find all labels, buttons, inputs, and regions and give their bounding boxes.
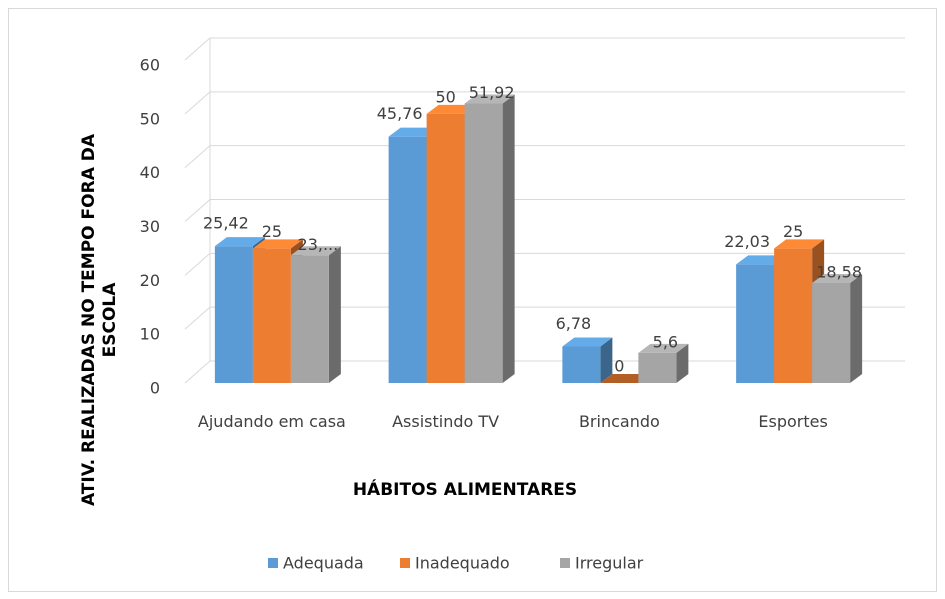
data-label: 18,58	[816, 262, 862, 281]
x-axis-title: HÁBITOS ALIMENTARES	[352, 480, 578, 500]
legend-swatch	[560, 558, 570, 568]
data-label: 0	[614, 357, 624, 376]
data-label: 25	[262, 222, 282, 241]
y-tick-label: 30	[140, 217, 160, 236]
y-tick-label: 50	[140, 109, 160, 128]
bar	[252, 248, 291, 383]
x-tick-label: Assistindo TV	[392, 412, 500, 431]
y-axis-title: ATIV. REALIZADAS NO TEMPO FORA DA ESCOLA	[79, 133, 120, 507]
bar	[736, 264, 775, 383]
data-label: 22,03	[724, 232, 770, 251]
y-tick-label: 40	[140, 163, 160, 182]
grid-line-side	[184, 252, 211, 276]
legend-label: Irregular	[575, 554, 644, 573]
y-tick-label: 20	[140, 271, 160, 290]
bar-side	[600, 337, 613, 383]
bar-top	[290, 246, 341, 256]
y-tick-label: 0	[150, 379, 160, 398]
bar-top	[214, 237, 265, 247]
bar-top	[812, 273, 863, 283]
legend-label: Adequada	[283, 554, 364, 573]
x-tick-label: Ajudando em casa	[197, 412, 346, 431]
data-label: 23,...	[298, 235, 339, 254]
grid-line-side	[184, 37, 211, 61]
data-label: 25,42	[203, 214, 249, 233]
bar	[388, 136, 427, 383]
x-tick-label: Esportes	[758, 412, 828, 431]
y-tick-label: 60	[140, 56, 160, 75]
bar	[562, 346, 601, 383]
bar	[426, 113, 465, 383]
x-tick-label: Brincando	[578, 412, 660, 431]
grid-line-side	[184, 91, 211, 115]
bar-top	[774, 239, 825, 249]
y-tick-label: 10	[140, 325, 160, 344]
bar-top	[638, 343, 689, 353]
bar-side	[328, 246, 341, 383]
grid-line-side	[184, 145, 211, 169]
data-label: 51,92	[469, 83, 515, 102]
bar-top	[562, 337, 613, 347]
legend-swatch	[268, 558, 278, 568]
bar-side	[502, 94, 515, 384]
bar-top	[464, 94, 515, 104]
bar-top	[426, 104, 477, 114]
grid-line-side	[184, 360, 211, 384]
grid-line-side	[184, 199, 211, 222]
bar-side	[676, 343, 689, 383]
bar	[638, 352, 677, 383]
chart-border	[8, 8, 937, 592]
bar-top	[600, 374, 651, 383]
bar-side	[850, 273, 863, 383]
grid-line-side	[184, 306, 211, 330]
bar-top	[388, 127, 439, 137]
data-label: 50	[435, 87, 455, 106]
bar	[290, 255, 329, 383]
data-label: 45,76	[377, 104, 423, 123]
data-label: 6,78	[556, 314, 592, 333]
bar	[812, 282, 851, 383]
data-label: 25	[783, 222, 803, 241]
legend-swatch	[400, 558, 410, 568]
bar	[774, 248, 813, 383]
bar-top	[252, 239, 303, 249]
data-label: 5,6	[653, 332, 678, 351]
bar	[464, 103, 503, 384]
bar-top	[736, 255, 787, 265]
bar	[214, 246, 253, 383]
legend-label: Inadequado	[415, 554, 510, 573]
